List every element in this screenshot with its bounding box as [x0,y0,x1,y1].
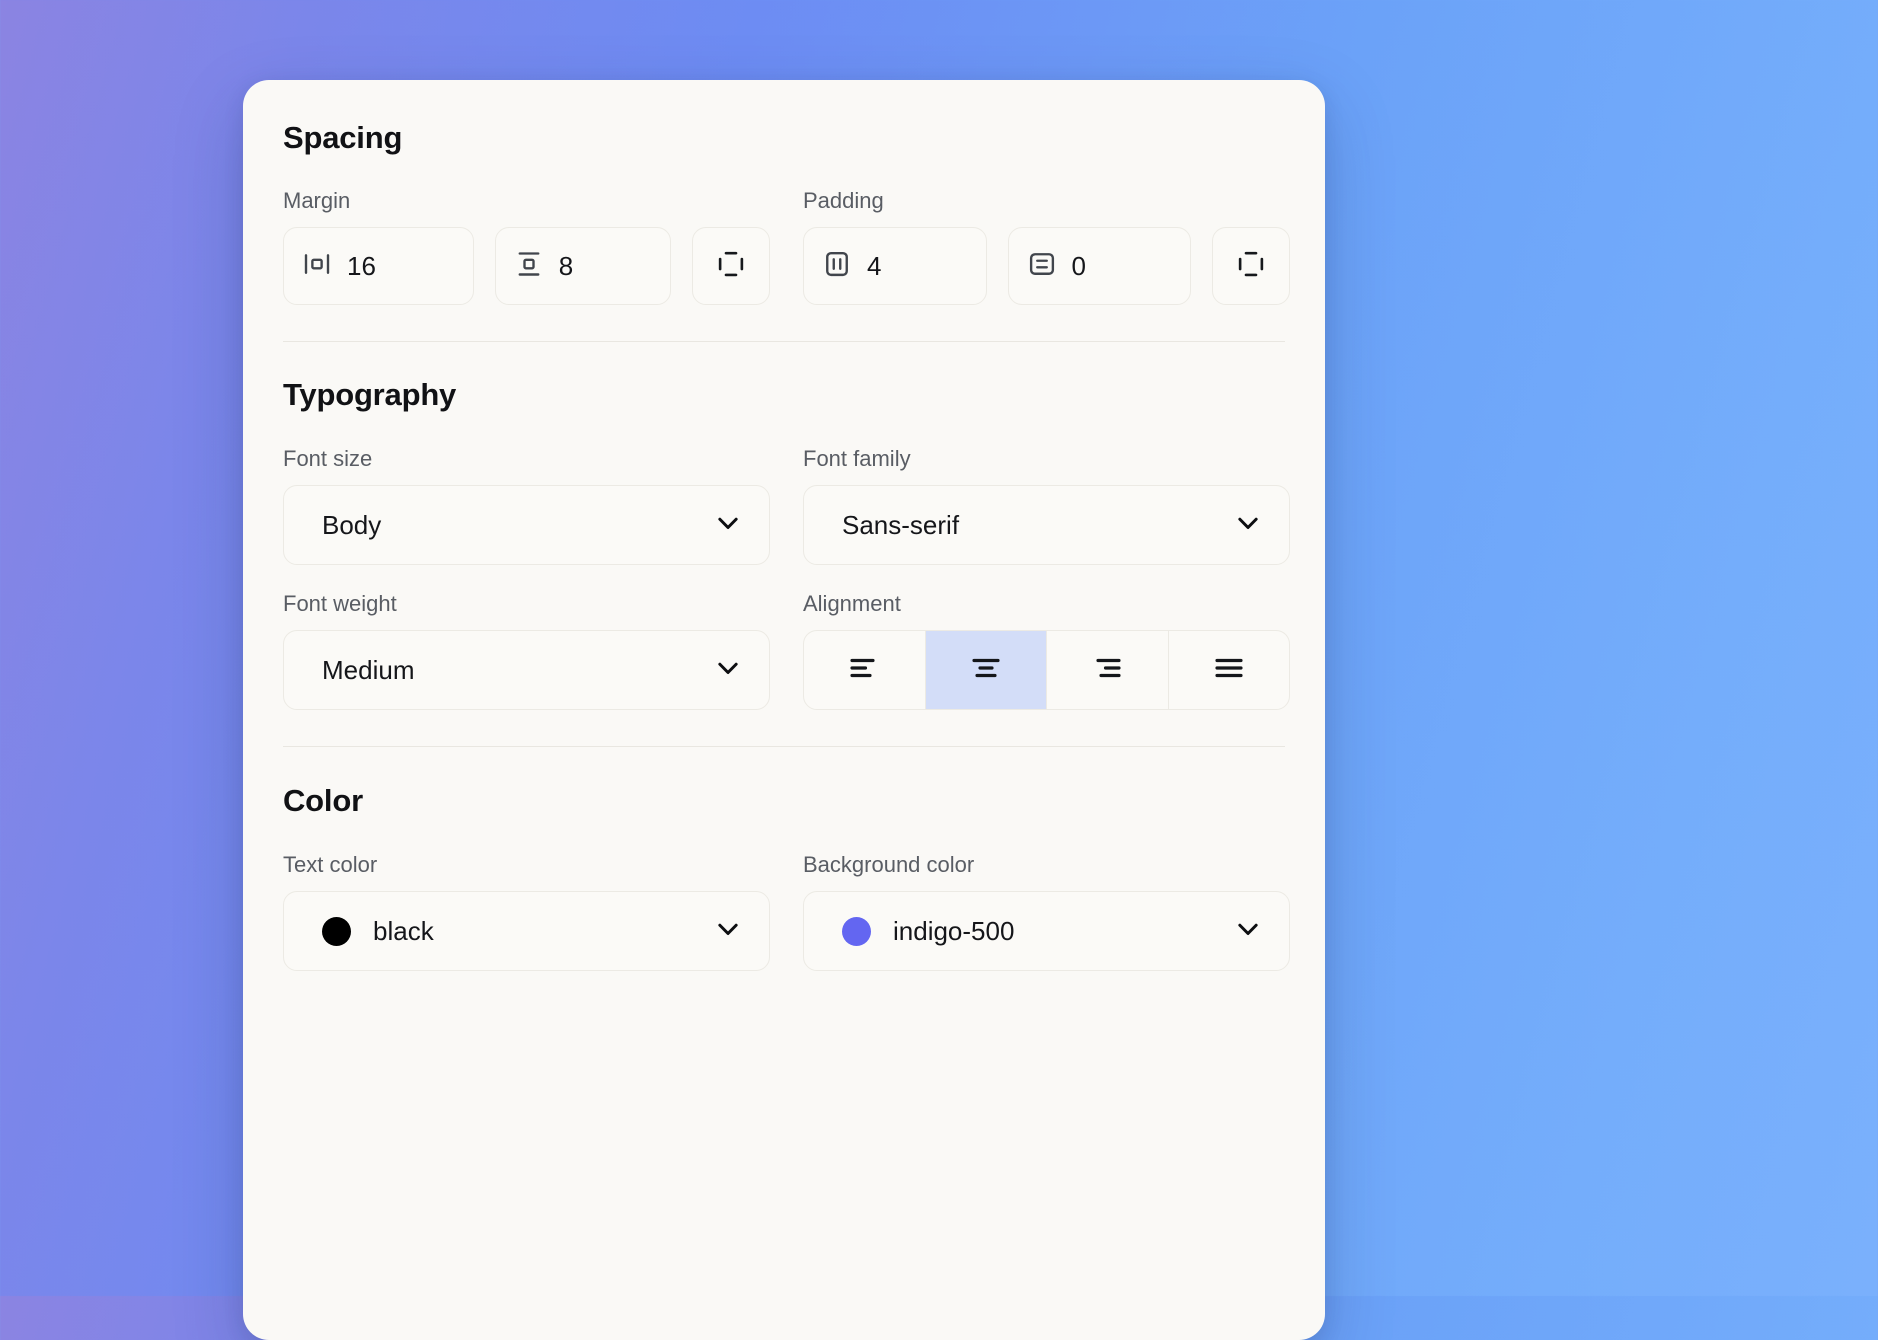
background-color-label: Background color [803,852,975,877]
alignment-label: Alignment [803,591,901,616]
font-family-label: Font family [803,446,911,471]
text-color-swatch [322,916,351,946]
color-section-title: Color [283,783,363,818]
color-labels-row: Text color Background color [283,852,1285,878]
text-color-value: black [373,915,434,946]
color-row: black indigo-500 [283,891,1290,971]
align-justify-icon [1211,650,1247,691]
padding-vertical-value: 0 [1071,250,1086,281]
font-size-label: Font size [283,446,373,471]
font-size-select[interactable]: Body [283,485,770,565]
margin-horizontal-input[interactable]: 16 [283,227,474,305]
chevron-down-icon [713,653,743,688]
align-right-button[interactable] [1047,631,1169,709]
margin-horizontal-icon [302,249,332,284]
link-all-sides-icon [1236,249,1266,284]
margin-link-button[interactable] [692,227,771,305]
background-color-value: indigo-500 [893,915,1015,946]
background-color-select[interactable]: indigo-500 [803,891,1290,971]
typography-labels-row-2: Font weight Alignment [283,591,1285,617]
typography-color-divider [283,746,1285,747]
margin-vertical-icon [514,249,544,284]
margin-vertical-input[interactable]: 8 [494,227,672,305]
margin-input-group: 16 8 [283,227,771,305]
margin-label: Margin [283,188,351,213]
padding-horizontal-value: 4 [867,250,882,281]
spacing-labels-row: Margin Padding [283,188,1285,214]
font-weight-label: Font weight [283,591,397,616]
padding-label: Padding [803,188,884,213]
typography-labels-row-1: Font size Font family [283,446,1285,472]
align-center-button[interactable] [925,631,1047,709]
align-justify-button[interactable] [1169,631,1290,709]
spacing-typography-divider [283,341,1285,342]
align-center-icon [968,650,1004,691]
align-left-button[interactable] [804,631,926,709]
align-left-icon [846,650,882,691]
background-color-swatch [842,916,871,946]
chevron-down-icon [713,914,743,949]
padding-input-group: 4 0 [803,227,1290,305]
margin-vertical-value: 8 [558,250,574,281]
font-weight-select[interactable]: Medium [283,630,770,710]
margin-horizontal-value: 16 [347,250,376,281]
spacing-inputs-row: 16 8 [283,227,1290,305]
padding-link-button[interactable] [1212,227,1290,305]
typography-row-2: Medium [283,630,1290,710]
padding-horizontal-input[interactable]: 4 [803,227,987,305]
alignment-segmented-control [803,630,1290,710]
font-family-value: Sans-serif [842,509,960,540]
properties-panel: Spacing Margin Padding 16 [243,80,1325,1340]
padding-vertical-input[interactable]: 0 [1007,227,1191,305]
typography-row-1: Body Sans-serif [283,485,1290,565]
link-all-sides-icon [716,249,746,284]
chevron-down-icon [1233,914,1263,949]
typography-section-title: Typography [283,377,457,412]
text-color-select[interactable]: black [283,891,770,971]
chevron-down-icon [713,508,743,543]
align-right-icon [1089,650,1125,691]
font-family-select[interactable]: Sans-serif [803,485,1290,565]
spacing-section-title: Spacing [283,120,403,155]
font-size-value: Body [322,509,382,540]
padding-vertical-icon [1027,249,1057,284]
padding-horizontal-icon [822,249,852,284]
text-color-label: Text color [283,852,378,877]
font-weight-value: Medium [322,654,415,685]
chevron-down-icon [1233,508,1263,543]
